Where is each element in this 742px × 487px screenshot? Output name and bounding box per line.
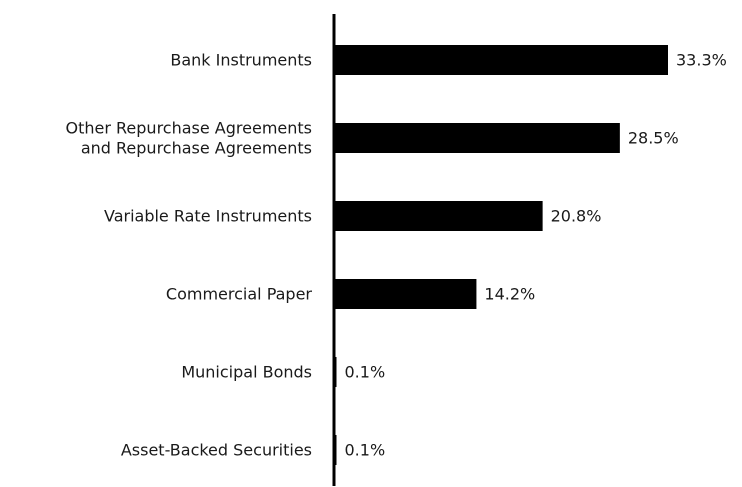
bar: [334, 45, 668, 75]
category-label: Bank Instruments: [170, 51, 312, 70]
category-label: Municipal Bonds: [181, 363, 312, 382]
value-labels-group: 33.3% 28.5% 20.8% 14.2% 0.1% 0.1%: [345, 51, 727, 460]
data-label: 20.8%: [551, 207, 602, 226]
data-label: 0.1%: [345, 441, 386, 460]
data-label: 14.2%: [484, 285, 535, 304]
bar: [334, 279, 477, 309]
data-label: 0.1%: [345, 363, 386, 382]
data-label: 33.3%: [676, 51, 727, 70]
category-label: Asset-Backed Securities: [121, 441, 312, 460]
category-label: and Repurchase Agreements: [81, 139, 312, 158]
bar: [334, 123, 620, 153]
bar: [334, 201, 543, 231]
category-label: Variable Rate Instruments: [104, 207, 312, 226]
bars-group: [334, 45, 668, 465]
data-label: 28.5%: [628, 129, 679, 148]
category-label: Commercial Paper: [166, 285, 313, 304]
category-labels-group: Bank Instruments Other Repurchase Agreeme…: [66, 51, 313, 460]
category-label: Other Repurchase Agreements: [66, 119, 312, 138]
